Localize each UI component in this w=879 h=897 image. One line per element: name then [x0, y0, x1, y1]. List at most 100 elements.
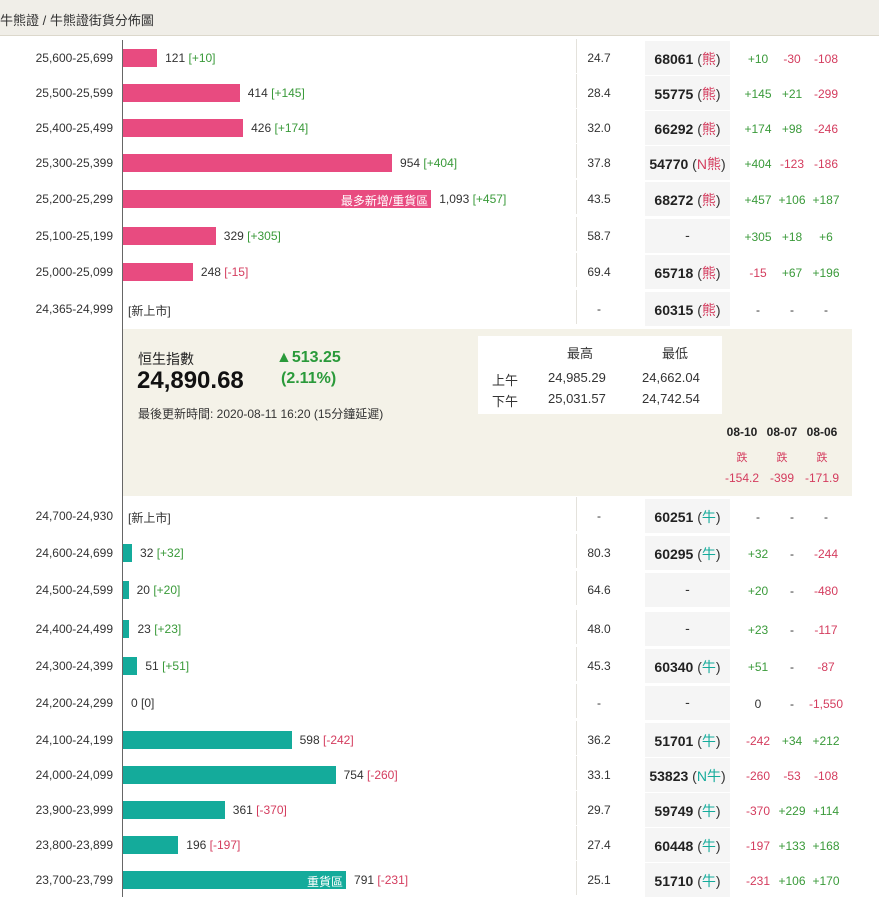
pm-label: 下午 [492, 394, 519, 409]
ratio-value: 48.0 [587, 622, 611, 636]
warrant-cell[interactable]: - [645, 612, 730, 646]
warrant-code[interactable]: 60315 [654, 302, 694, 318]
bull-bar [123, 544, 133, 562]
warrant-cell[interactable]: 68272 (熊) [645, 182, 730, 216]
outstanding-change: [+23] [154, 622, 182, 636]
warrant-link[interactable]: 60448 (牛) [654, 838, 721, 854]
outstanding-change: [+404] [423, 156, 458, 170]
warrant-cell[interactable]: - [645, 686, 730, 720]
daily-change: +67 [781, 266, 803, 280]
warrant-cell[interactable]: 60295 (牛) [645, 536, 730, 570]
warrant-link[interactable]: 66292 (熊) [654, 121, 721, 137]
warrant-cell[interactable]: 60340 (牛) [645, 649, 730, 683]
bear-bar [123, 263, 193, 281]
warrant-code[interactable]: 54770 [649, 156, 689, 172]
warrant-cell[interactable]: 60315 (熊) [645, 292, 730, 326]
bull-row: 24,000-24,099 754 [-260] 33.1 53823 (N牛) -26… [0, 756, 879, 792]
warrant-cell[interactable]: 53823 (N牛) [645, 758, 730, 792]
strike-range: 24,700-24,930 [35, 509, 113, 523]
warrant-link[interactable]: 53823 (N牛) [649, 768, 726, 784]
bull-row: 23,800-23,899 196 [-197] 27.4 60448 (牛) -197… [0, 826, 879, 862]
warrant-link[interactable]: 55775 (熊) [654, 86, 721, 102]
warrant-code[interactable]: 51701 [654, 733, 694, 749]
warrant-cell[interactable]: 51701 (牛) [645, 723, 730, 757]
outstanding-change: [-370] [256, 803, 287, 817]
warrant-cell[interactable]: - [645, 573, 730, 607]
daily-change: -15 [749, 266, 767, 280]
bull-row: 23,700-23,799 重貨區 791 [-231] 25.1 51710 (牛) -… [0, 861, 879, 897]
warrant-cell[interactable]: 51710 (牛) [645, 863, 730, 897]
daily-change: - [790, 623, 794, 637]
ratio-value: 37.8 [587, 156, 611, 170]
warrant-code[interactable]: 55775 [654, 86, 694, 102]
warrant-code[interactable]: 60340 [654, 659, 694, 675]
warrant-link[interactable]: 51710 (牛) [654, 873, 721, 889]
warrant-link[interactable]: 51701 (牛) [654, 733, 721, 749]
bear-bar [123, 154, 393, 172]
warrant-code[interactable]: 53823 [649, 768, 689, 784]
pm-low: 24,742.54 [642, 391, 700, 406]
daily-change: - [790, 547, 794, 561]
daily-change: +145 [744, 87, 772, 101]
warrant-cell[interactable]: 60448 (牛) [645, 828, 730, 862]
bear-bar [123, 227, 216, 245]
daily-change: +133 [778, 839, 806, 853]
warrant-link[interactable]: 60340 (牛) [654, 659, 721, 675]
outstanding-value: 121 [+10] [165, 51, 215, 65]
outstanding-change: [+174] [274, 121, 309, 135]
warrant-code[interactable]: 65718 [654, 265, 694, 281]
warrant-link[interactable]: 68272 (熊) [654, 192, 721, 208]
warrant-cell[interactable]: 66292 (熊) [645, 111, 730, 145]
warrant-code[interactable]: 68061 [654, 51, 694, 67]
outstanding-value: 20 [+20] [137, 583, 181, 597]
day-change: -399 [769, 471, 795, 485]
warrant-link[interactable]: 60251 (牛) [654, 509, 721, 525]
warrant-cell[interactable]: 55775 (熊) [645, 76, 730, 110]
warrant-code[interactable]: 60251 [654, 509, 694, 525]
warrant-cell[interactable]: 68061 (熊) [645, 41, 730, 75]
warrant-code[interactable]: 68272 [654, 192, 694, 208]
strike-range: 23,700-23,799 [35, 873, 113, 887]
warrant-cell[interactable]: 65718 (熊) [645, 255, 730, 289]
warrant-link[interactable]: - [645, 581, 730, 597]
warrant-link[interactable]: 60295 (牛) [654, 546, 721, 562]
bear-row: 25,200-25,299 最多新增/重貨區 1,093 [+457] 43.5 682… [0, 180, 879, 216]
warrant-link[interactable]: - [645, 620, 730, 636]
warrant-link[interactable]: 54770 (N熊) [649, 156, 726, 172]
warrant-link[interactable]: 60315 (熊) [654, 302, 721, 318]
warrant-cell[interactable]: - [645, 219, 730, 253]
warrant-link[interactable]: 68061 (熊) [654, 51, 721, 67]
daily-change: -1,550 [808, 697, 844, 711]
warrant-link[interactable]: - [645, 227, 730, 243]
warrant-cell[interactable]: 54770 (N熊) [645, 146, 730, 180]
warrant-code[interactable]: 60448 [654, 838, 694, 854]
outstanding-qty: 0 [131, 696, 138, 710]
column-divider [576, 610, 577, 644]
empty-cell: - [685, 620, 690, 636]
outstanding-change: [+305] [247, 229, 281, 243]
outstanding-qty: 598 [299, 733, 320, 747]
bull-bar [123, 581, 129, 599]
warrant-link[interactable]: 59749 (牛) [654, 803, 721, 819]
strike-range: 24,300-24,399 [35, 659, 113, 673]
bull-row: 24,300-24,399 51 [+51] 45.3 60340 (牛) +51 - -8… [0, 647, 879, 683]
outstanding-change: [+20] [153, 583, 181, 597]
bear-row: 25,400-25,499 426 [+174] 32.0 66292 (熊) +174… [0, 109, 879, 145]
bull-row: 24,100-24,199 598 [-242] 36.2 51701 (牛) -242… [0, 721, 879, 757]
high-low-table: 最高 最低 上午 24,985.29 24,662.04 下午 25,031.5… [478, 336, 722, 414]
warrant-link[interactable]: - [645, 694, 730, 710]
warrant-code[interactable]: 60295 [654, 546, 694, 562]
warrant-cell[interactable]: 59749 (牛) [645, 793, 730, 827]
warrant-code[interactable]: 59749 [654, 803, 694, 819]
warrant-code[interactable]: 51710 [654, 873, 694, 889]
breadcrumb[interactable]: 牛熊證 / 牛熊證街貨分佈圖 [0, 13, 154, 28]
am-low: 24,662.04 [642, 370, 700, 385]
warrant-code[interactable]: 66292 [654, 121, 694, 137]
bull-bar [123, 620, 130, 638]
index-name: 恒生指數 [138, 351, 194, 367]
daily-change: +457 [744, 193, 772, 207]
warrant-link[interactable]: 65718 (熊) [654, 265, 721, 281]
ratio-value: 32.0 [587, 121, 611, 135]
column-divider [576, 756, 577, 790]
warrant-cell[interactable]: 60251 (牛) [645, 499, 730, 533]
